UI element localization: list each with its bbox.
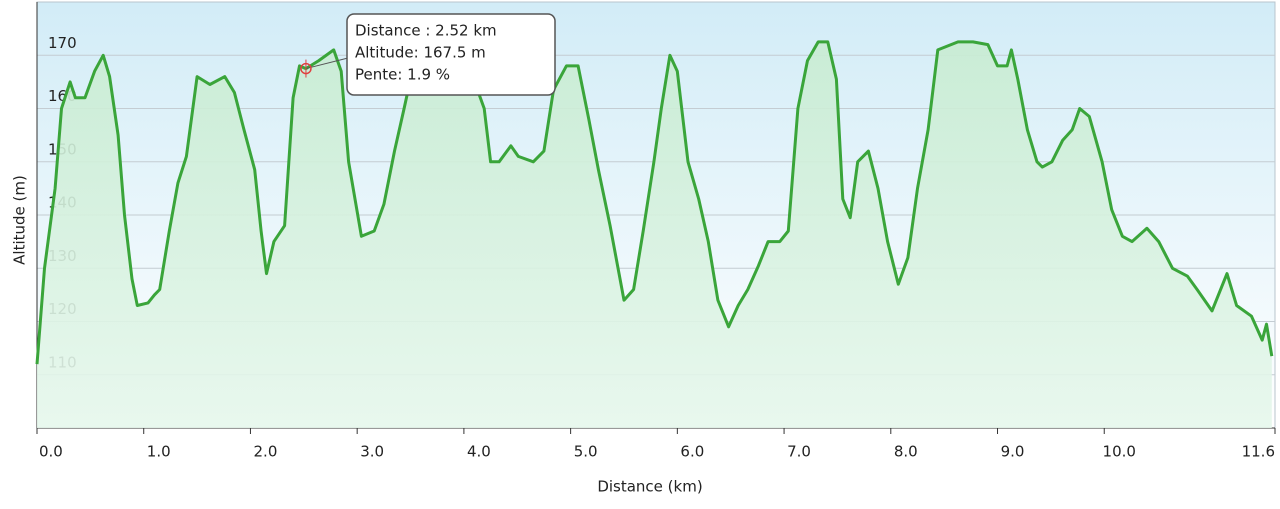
- x-tick-label: 3.0: [360, 443, 384, 461]
- x-tick-label: 2.0: [254, 443, 278, 461]
- tooltip-box: [346, 13, 556, 96]
- tooltip-line: Distance : 2.52 km: [355, 22, 497, 40]
- x-tick-label: 8.0: [894, 443, 918, 461]
- x-tick-label: 9.0: [1001, 443, 1025, 461]
- elevation-line: [35, 40, 1274, 365]
- y-axis-label: Altitude (m): [11, 175, 29, 265]
- x-axis-label: Distance (km): [597, 478, 702, 496]
- x-tick-label: 5.0: [574, 443, 598, 461]
- tooltip-line: Altitude: 167.5 m: [355, 44, 486, 62]
- marker-point: [300, 62, 312, 75]
- tooltip-line: Pente: 1.9 %: [355, 66, 450, 84]
- x-tick-label: 1.0: [147, 443, 171, 461]
- leader-line: [305, 57, 349, 70]
- x-tick-label: 7.0: [787, 443, 811, 461]
- y-tick-label: 170: [48, 34, 77, 52]
- x-tick-label: 4.0: [467, 443, 491, 461]
- x-tick-label: 6.0: [680, 443, 704, 461]
- x-tick-label: 11.6: [1242, 443, 1275, 461]
- x-tick-label: 0.0: [39, 443, 63, 461]
- x-tick-label: 10.0: [1103, 443, 1136, 461]
